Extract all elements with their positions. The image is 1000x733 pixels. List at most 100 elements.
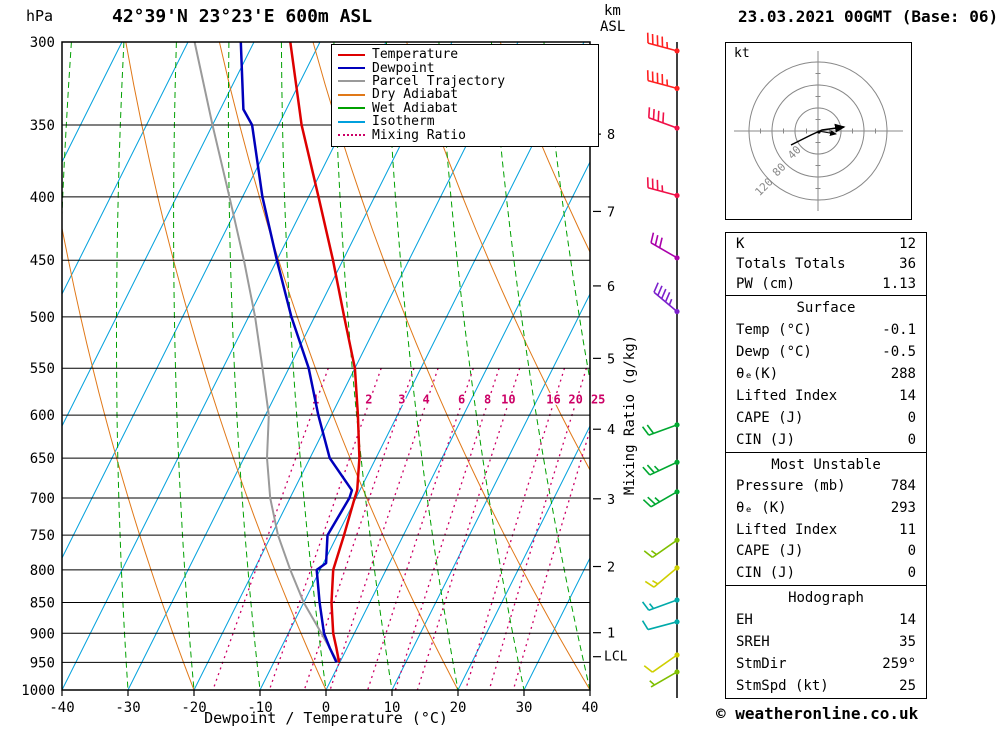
- svg-text:30: 30: [516, 700, 533, 716]
- stat-label: Temp (°C): [736, 322, 812, 338]
- stat-row: EH 14: [726, 612, 926, 628]
- stat-value: 784: [890, 478, 916, 495]
- stat-row: Totals Totals 36: [726, 256, 926, 272]
- stat-label: CAPE (J): [736, 410, 804, 426]
- stat-row: CAPE (J) 0: [726, 543, 926, 559]
- stat-row: θₑ(K) 288: [726, 366, 926, 382]
- svg-text:6: 6: [458, 392, 465, 406]
- svg-text:5: 5: [607, 351, 615, 367]
- stat-value: 11: [899, 521, 916, 538]
- stat-value: 0: [907, 565, 916, 582]
- svg-text:-30: -30: [115, 700, 140, 716]
- pressure-axis-unit: hPa: [26, 7, 54, 25]
- svg-text:4: 4: [607, 422, 615, 438]
- x-axis-label: Dewpoint / Temperature (°C): [204, 709, 448, 727]
- stat-row: Dewp (°C) -0.5: [726, 344, 926, 360]
- stat-value: 36: [899, 256, 916, 272]
- stat-row: SREH 35: [726, 634, 926, 650]
- svg-text:3: 3: [398, 392, 405, 406]
- legend-label: Temperature: [372, 47, 459, 63]
- dewpoint-line-swatch: [338, 67, 365, 70]
- svg-text:8: 8: [607, 127, 615, 143]
- svg-text:-20: -20: [181, 700, 206, 716]
- panel-title: Hodograph: [788, 590, 864, 606]
- stat-label: Totals Totals: [736, 256, 846, 272]
- stat-value: 288: [890, 366, 916, 382]
- stat-label: CAPE (J): [736, 543, 804, 560]
- stat-label: CIN (J): [736, 432, 796, 448]
- stat-label: StmDir: [736, 656, 787, 672]
- stat-value: 25: [899, 678, 916, 694]
- stat-value: 14: [899, 388, 916, 404]
- svg-text:40: 40: [582, 700, 599, 716]
- stat-label: Lifted Index: [736, 388, 838, 404]
- svg-text:7: 7: [607, 204, 615, 220]
- stat-row: StmDir 259°: [726, 656, 926, 672]
- stat-label: StmSpd (kt): [736, 678, 829, 694]
- svg-text:750: 750: [30, 528, 55, 544]
- stat-label: θₑ(K): [736, 366, 779, 382]
- legend-item: Wet Adiabat: [338, 102, 596, 115]
- stat-value: 35: [899, 634, 916, 650]
- panel-header: Hodograph: [726, 590, 926, 606]
- datetime-label: 23.03.2021 00GMT (Base: 06): [738, 7, 999, 26]
- stat-row: Pressure (mb) 784: [726, 478, 926, 494]
- stat-row: Temp (°C) -0.1: [726, 322, 926, 338]
- stat-row: Lifted Index 14: [726, 388, 926, 404]
- stat-value: 259°: [882, 656, 916, 672]
- svg-text:20: 20: [568, 392, 582, 406]
- legend-label: Dewpoint: [372, 60, 435, 76]
- isotherm-line-swatch: [338, 120, 365, 123]
- legend-label: Mixing Ratio: [372, 127, 466, 143]
- svg-text:20: 20: [450, 700, 467, 716]
- svg-text:850: 850: [30, 596, 55, 612]
- legend-item: Isotherm: [338, 115, 596, 128]
- stats-panel-indices: K 12 Totals Totals 36 PW (cm) 1.13: [725, 232, 927, 296]
- stat-row: Lifted Index 11: [726, 522, 926, 538]
- hodograph-panel: kt 40 80 120: [725, 42, 912, 220]
- stat-row: CIN (J) 0: [726, 565, 926, 581]
- stat-value: 0: [907, 432, 916, 448]
- stat-value: 0: [907, 543, 916, 560]
- stat-value: 12: [899, 236, 916, 252]
- svg-text:350: 350: [30, 118, 55, 134]
- svg-text:120: 120: [752, 175, 775, 198]
- svg-text:2: 2: [607, 560, 615, 576]
- stat-row: CAPE (J) 0: [726, 410, 926, 426]
- svg-text:1000: 1000: [21, 683, 55, 699]
- chart-legend: Temperature Dewpoint Parcel Trajectory D…: [331, 44, 599, 147]
- panel-header: Most Unstable: [726, 457, 926, 473]
- svg-text:-40: -40: [49, 700, 74, 716]
- panel-title: Most Unstable: [771, 456, 881, 473]
- stat-label: EH: [736, 612, 753, 628]
- svg-text:700: 700: [30, 491, 55, 507]
- hodograph-unit-label: kt: [734, 46, 750, 61]
- svg-text:450: 450: [30, 253, 55, 269]
- stat-value: -0.5: [882, 344, 916, 360]
- svg-text:950: 950: [30, 655, 55, 671]
- legend-item: Temperature: [338, 48, 596, 61]
- stat-value: 293: [890, 500, 916, 517]
- temperature-line-swatch: [338, 53, 365, 56]
- svg-text:3: 3: [607, 492, 615, 508]
- wet-adiabat-line-swatch: [338, 107, 365, 110]
- legend-label: Isotherm: [372, 114, 435, 130]
- stat-label: SREH: [736, 634, 770, 650]
- stats-panel-most-unstable: Most Unstable Pressure (mb) 784 θₑ (K) 293…: [725, 452, 927, 586]
- copyright-label: © weatheronline.co.uk: [716, 704, 919, 723]
- svg-text:-10: -10: [247, 700, 272, 716]
- stat-value: 0: [907, 410, 916, 426]
- legend-label: Dry Adiabat: [372, 87, 459, 103]
- panel-header: Surface: [726, 300, 926, 316]
- stat-row: PW (cm) 1.13: [726, 276, 926, 292]
- legend-item: Dry Adiabat: [338, 88, 596, 101]
- legend-item: Mixing Ratio: [338, 127, 596, 143]
- svg-text:650: 650: [30, 451, 55, 467]
- stat-value: 1.13: [882, 276, 916, 292]
- stat-row: θₑ (K) 293: [726, 500, 926, 516]
- mixing-ratio-axis-label: Mixing Ratio (g/kg): [622, 334, 638, 496]
- svg-text:10: 10: [501, 392, 515, 406]
- panel-title: Surface: [796, 300, 856, 316]
- svg-text:1: 1: [607, 626, 615, 642]
